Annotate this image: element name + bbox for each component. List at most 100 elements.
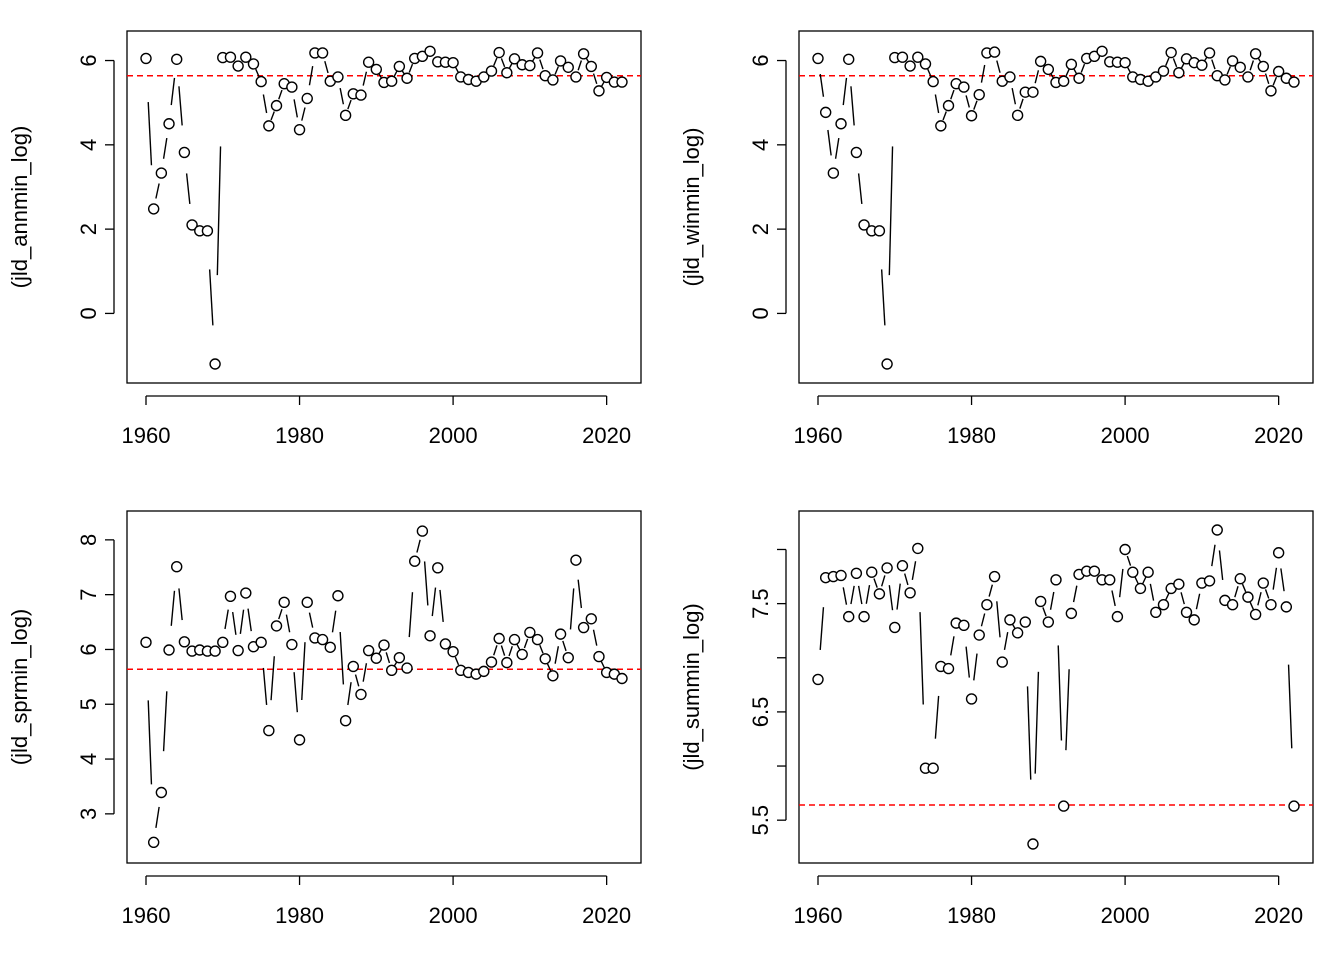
data-point (370, 652, 383, 664)
data-point (873, 588, 886, 600)
series-segment (278, 89, 283, 100)
data-point (1242, 71, 1254, 83)
data-point (1027, 838, 1039, 850)
series-segment (577, 579, 583, 609)
series-segment (155, 183, 160, 199)
data-point (812, 673, 824, 686)
series-segment (347, 682, 352, 706)
series-segment (919, 612, 924, 705)
series-segment (170, 590, 176, 626)
x-tick-label: 2000 (1101, 423, 1150, 448)
data-point (332, 590, 344, 602)
y-tick-label: 0 (76, 307, 101, 319)
series-segment (1080, 63, 1086, 73)
data-point (996, 656, 1008, 668)
data-point (1234, 61, 1246, 73)
series-segment (431, 587, 437, 617)
series-segment (934, 695, 940, 739)
series-segment (1034, 70, 1040, 84)
data-point (385, 75, 398, 87)
data-point (186, 219, 198, 231)
data-point (1019, 616, 1031, 628)
series-segment (216, 146, 222, 276)
series-segment (262, 94, 268, 114)
data-point (896, 560, 909, 572)
data-point (1042, 63, 1055, 76)
data-point (1150, 606, 1162, 618)
data-point (1142, 566, 1154, 578)
data-point (232, 644, 244, 657)
series-segment (1072, 585, 1078, 603)
series-segment (600, 660, 606, 669)
series-segment (1165, 57, 1170, 66)
data-point (835, 569, 847, 582)
data-point (1188, 614, 1200, 626)
data-point (217, 636, 229, 649)
series-segment (1149, 583, 1155, 601)
series-segment (1042, 607, 1047, 617)
data-point (1004, 614, 1016, 626)
series-segment (819, 607, 825, 650)
series-segment (592, 73, 598, 85)
y-tick-label: 0 (748, 307, 773, 319)
data-point (424, 45, 436, 57)
data-point (1011, 627, 1024, 639)
data-point (171, 53, 183, 65)
series-segment (1249, 60, 1255, 71)
series-segment (1218, 550, 1224, 581)
data-point (927, 762, 939, 774)
series-segment (834, 137, 840, 159)
series-segment (293, 99, 299, 118)
data-point (1288, 800, 1300, 812)
series-segment (996, 60, 1001, 73)
data-point (835, 118, 847, 130)
data-point (178, 636, 191, 648)
data-point (850, 146, 863, 159)
data-point (1065, 58, 1078, 71)
series-segment (850, 86, 855, 126)
data-point (447, 645, 459, 658)
series-segment (988, 584, 994, 597)
series-segment (1280, 568, 1285, 592)
plot-frame (798, 30, 1314, 384)
series-segment (493, 57, 498, 66)
data-point (585, 613, 597, 625)
y-tick-label: 3 (76, 808, 101, 820)
series-segment (293, 672, 299, 713)
data-point (942, 662, 955, 675)
data-point (385, 664, 398, 676)
y-tick-label: 2 (748, 223, 773, 235)
data-point (819, 106, 832, 119)
y-tick-label: 8 (76, 534, 101, 546)
series-segment (850, 585, 855, 605)
data-point (416, 525, 429, 537)
data-point (362, 644, 375, 657)
data-point (988, 46, 1001, 58)
data-point (919, 58, 932, 70)
series-segment (162, 137, 168, 159)
data-point (1272, 65, 1285, 78)
panel-winmin: 1960 1980 2000 2020 0 2 4 6 (jld_winmin_log) (679, 30, 1314, 448)
data-point (616, 672, 628, 685)
data-point (409, 555, 421, 567)
data-point (562, 651, 574, 664)
x-tick-label: 2000 (1101, 903, 1150, 928)
plot-frame (798, 510, 1314, 864)
data-point (1050, 574, 1062, 586)
data-point (1242, 591, 1254, 603)
series-segment (996, 601, 1001, 638)
data-point (850, 567, 863, 580)
series-segment (880, 575, 886, 587)
series-segment (308, 66, 314, 86)
data-point (1127, 566, 1139, 578)
series-segment (1118, 568, 1124, 598)
data-point (1265, 85, 1277, 97)
series-segment (1180, 592, 1185, 605)
data-point (209, 645, 221, 657)
series-segment (1026, 686, 1032, 780)
series-segment (1065, 68, 1070, 77)
data-point (1042, 616, 1055, 628)
series-segment (888, 146, 894, 276)
series-segment (539, 644, 544, 654)
data-point (247, 58, 260, 70)
